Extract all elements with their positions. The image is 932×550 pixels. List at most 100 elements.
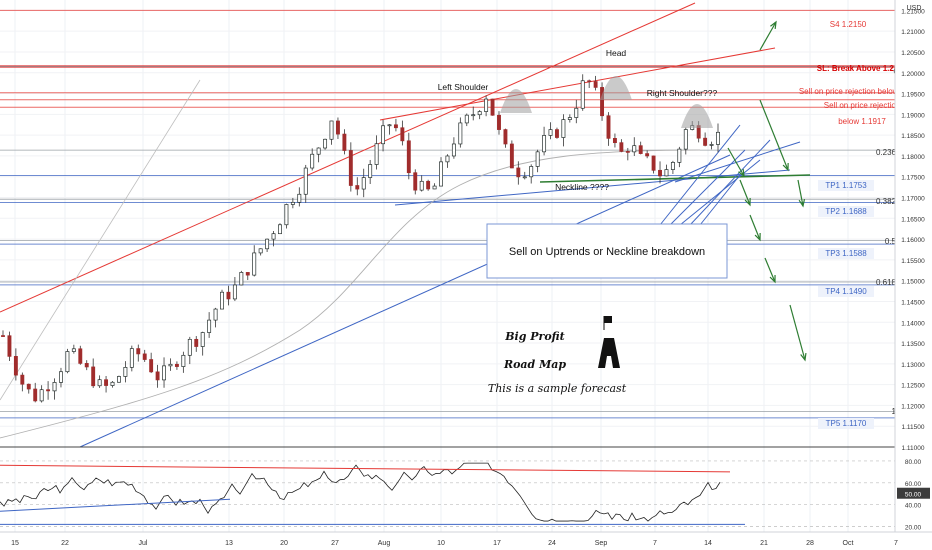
- candle-body: [20, 374, 25, 385]
- candle-body: [619, 142, 624, 152]
- candle-body: [548, 129, 553, 136]
- candle-body: [600, 87, 605, 117]
- callout-text: Sell on Uptrends or Neckline breakdown: [509, 246, 705, 258]
- fib-label: 0.382: [876, 197, 897, 206]
- forecast-arrowhead: [754, 232, 761, 242]
- fib-label: 1: [892, 407, 897, 416]
- moving-average: [0, 149, 701, 439]
- road-icon: [598, 338, 620, 368]
- rsi-tick: 20.00: [905, 525, 922, 532]
- time-tick: 21: [760, 540, 768, 547]
- time-tick: 7: [653, 540, 657, 547]
- level-label: S4 1.2150: [830, 20, 867, 29]
- candle-body: [516, 167, 521, 178]
- tp-label-bg: [818, 206, 874, 217]
- candle-body: [258, 248, 263, 254]
- candle-body: [477, 111, 482, 116]
- candle-body: [342, 133, 347, 151]
- forecast-arrow: [764, 257, 776, 283]
- candle-body: [13, 356, 18, 376]
- candle-body: [413, 172, 418, 191]
- level-label: TP5 1.1170: [826, 419, 867, 428]
- currency-label: USD: [907, 5, 922, 12]
- candle-body: [587, 80, 592, 83]
- candle-body: [316, 147, 321, 155]
- time-tick: 17: [493, 540, 501, 547]
- candle-body: [33, 388, 38, 402]
- candle-body: [155, 371, 160, 381]
- candle-body: [245, 272, 250, 276]
- flag-icon: [604, 316, 612, 323]
- time-tick: 13: [225, 540, 233, 547]
- forecast-arrow: [797, 179, 804, 207]
- candle-body: [670, 162, 675, 170]
- candle-body: [181, 354, 186, 367]
- candle-body: [136, 348, 141, 355]
- candle-body: [174, 363, 179, 367]
- level-label: SL: Break Above 1.2015: [817, 64, 908, 73]
- candle-body: [709, 144, 714, 146]
- candle-body: [683, 129, 688, 150]
- price-tick: 1.13000: [901, 362, 925, 369]
- forecast-arrowhead: [782, 162, 789, 172]
- brand-note: This is a sample forecast: [488, 382, 627, 395]
- candle-body: [297, 193, 302, 203]
- trendline: [0, 2, 696, 313]
- forecast-arrow: [759, 21, 777, 51]
- candle-body: [65, 351, 70, 373]
- time-tick: 27: [331, 540, 339, 547]
- candle-body: [497, 114, 501, 130]
- time-tick: 22: [61, 540, 69, 547]
- rsi-tick: 60.00: [905, 481, 922, 488]
- rsi-tick: 40.00: [905, 503, 922, 510]
- price-tick: 1.14500: [901, 299, 925, 306]
- brand-line1: Big Profit: [504, 330, 564, 343]
- level-label: below 1.1917: [838, 117, 886, 126]
- candle-body: [110, 381, 115, 386]
- candle-body: [439, 161, 443, 187]
- price-tick: 1.17000: [901, 196, 925, 203]
- price-tick: 1.21000: [901, 29, 925, 36]
- candle-body: [149, 359, 154, 373]
- price-tick: 1.19500: [901, 92, 925, 99]
- rsi-line: [0, 462, 721, 522]
- level-label: Sell on price rejection below 1.1952: [799, 87, 926, 96]
- candle-body: [200, 332, 205, 347]
- callout-box: [486, 223, 728, 279]
- candle-body: [168, 363, 173, 367]
- price-tick: 1.15500: [901, 258, 925, 265]
- time-tick: 14: [704, 540, 712, 547]
- candle-body: [567, 117, 572, 120]
- candle-body: [561, 119, 566, 138]
- candle-body: [393, 124, 398, 129]
- candle-body: [348, 150, 353, 186]
- candle-body: [252, 252, 257, 276]
- price-tick: 1.18000: [901, 154, 925, 161]
- price-tick: 1.12000: [901, 403, 925, 410]
- candle-body: [703, 137, 708, 146]
- candle-body: [271, 233, 276, 240]
- candle-body: [593, 81, 598, 88]
- trendline: [539, 174, 811, 183]
- price-tick: 1.19000: [901, 112, 925, 119]
- trendline: [379, 47, 776, 121]
- price-tick: 1.11500: [901, 424, 924, 431]
- candle-body: [445, 155, 450, 163]
- time-tick: Oct: [843, 540, 854, 547]
- level-label: TP1 1.1753: [825, 181, 867, 190]
- price-tick: 1.14000: [901, 320, 925, 327]
- time-tick: 28: [806, 540, 814, 547]
- candle-body: [361, 177, 366, 190]
- rsi-support: [0, 498, 231, 512]
- level-label: Sell on price rejection: [824, 101, 900, 110]
- candle-body: [612, 138, 617, 144]
- time-tick: Aug: [378, 540, 391, 547]
- trendline: [0, 79, 201, 401]
- forecast-arrow: [789, 304, 806, 361]
- candle-body: [374, 143, 379, 165]
- candle-body: [381, 125, 385, 145]
- candle-body: [1, 335, 5, 337]
- forecast-arrowhead: [798, 199, 806, 208]
- candle-body: [265, 238, 270, 250]
